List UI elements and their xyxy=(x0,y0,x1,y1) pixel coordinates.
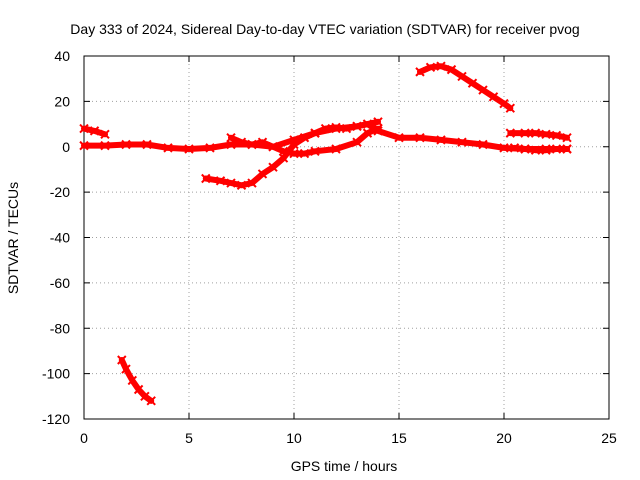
data-point xyxy=(352,137,362,147)
data-point xyxy=(467,78,478,88)
data-point xyxy=(127,375,138,386)
axis-ticks: 0 5 10 15 20 25 -120 -100 -80 -60 -40 -20 0 20 40 xyxy=(42,48,617,446)
data-point xyxy=(100,129,110,139)
y-tick-label: -100 xyxy=(42,366,70,382)
data-point xyxy=(509,143,520,153)
y-tick-label: -20 xyxy=(50,184,70,200)
y-tick-label: 20 xyxy=(54,93,70,109)
data-point xyxy=(121,139,131,150)
data-point xyxy=(117,355,127,365)
x-tick-label: 20 xyxy=(496,430,512,446)
plot-frame xyxy=(83,55,610,420)
data-point xyxy=(352,121,362,132)
data-point xyxy=(362,119,373,129)
data-point xyxy=(205,143,215,153)
data-point xyxy=(520,128,530,138)
data-point xyxy=(310,146,320,156)
data-point xyxy=(215,176,226,186)
data-point xyxy=(562,144,572,154)
data-point xyxy=(89,126,100,136)
chart-title: Day 333 of 2024, Sidereal Day-to-day VTE… xyxy=(70,21,579,37)
series-trace-g xyxy=(511,144,570,154)
data-point xyxy=(373,117,383,127)
data-point xyxy=(520,144,530,154)
data-point xyxy=(278,146,289,156)
data-point xyxy=(226,132,236,143)
data-point xyxy=(100,140,110,151)
data-point xyxy=(499,143,509,153)
data-point xyxy=(268,142,278,152)
data-point xyxy=(341,123,352,134)
data-point xyxy=(226,178,236,188)
data-point xyxy=(289,139,299,150)
x-tick-label: 15 xyxy=(391,430,407,446)
data-point xyxy=(488,92,499,102)
data-point xyxy=(299,148,310,159)
y-tick-label: -80 xyxy=(50,320,70,336)
data-point xyxy=(236,180,247,191)
data-point xyxy=(530,128,541,138)
y-tick-label: -120 xyxy=(42,411,70,427)
data-point xyxy=(257,169,268,179)
data-point xyxy=(146,396,156,406)
data-point xyxy=(394,132,404,143)
data-point xyxy=(201,173,211,184)
y-tick-label: -60 xyxy=(50,275,70,291)
data-point xyxy=(121,364,131,374)
data-point xyxy=(457,137,467,147)
y-tick-label: 0 xyxy=(62,139,70,155)
data-point xyxy=(436,61,446,71)
data-point xyxy=(530,145,541,155)
data-point xyxy=(310,128,320,138)
x-tick-label: 10 xyxy=(286,430,302,446)
grid xyxy=(84,56,609,419)
data-point xyxy=(505,103,516,113)
data-point xyxy=(446,64,457,75)
data-point xyxy=(425,62,436,73)
x-tick-label: 25 xyxy=(601,430,617,446)
data-point xyxy=(499,98,509,109)
data-point xyxy=(320,123,331,134)
x-tick-label: 5 xyxy=(185,430,193,446)
data-point xyxy=(541,145,551,155)
y-tick-label: -40 xyxy=(50,230,70,246)
data-point xyxy=(541,129,551,139)
data-point xyxy=(331,122,341,133)
data-point xyxy=(142,139,152,150)
data-point xyxy=(457,71,467,82)
data-point xyxy=(436,135,446,145)
data-point xyxy=(551,144,562,154)
data-point xyxy=(415,67,425,77)
data-point xyxy=(140,391,150,402)
y-tick-label: 40 xyxy=(54,48,70,64)
data-point xyxy=(562,132,572,143)
data-point xyxy=(278,153,289,163)
data-point xyxy=(236,137,247,147)
data-point xyxy=(163,143,173,153)
data-point xyxy=(79,140,89,151)
data-point xyxy=(415,132,425,143)
series-trace-e xyxy=(417,63,514,112)
data-point xyxy=(299,132,310,143)
data-point xyxy=(79,123,89,134)
data-point xyxy=(551,130,562,141)
data-point xyxy=(362,128,373,138)
x-tick-label: 0 xyxy=(80,430,88,446)
data-point xyxy=(289,148,299,159)
x-axis-label: GPS time / hours xyxy=(291,458,398,474)
data-point xyxy=(257,137,268,147)
data-point xyxy=(184,144,194,154)
data-point xyxy=(478,139,488,150)
data-point xyxy=(373,123,383,134)
data-series xyxy=(79,61,572,406)
data-point xyxy=(247,139,257,150)
data-point xyxy=(478,85,488,95)
data-point xyxy=(268,162,278,172)
data-point xyxy=(505,128,516,138)
data-point xyxy=(331,144,341,154)
data-point xyxy=(247,178,257,188)
y-axis-label: SDTVAR / TECUs xyxy=(5,182,21,294)
